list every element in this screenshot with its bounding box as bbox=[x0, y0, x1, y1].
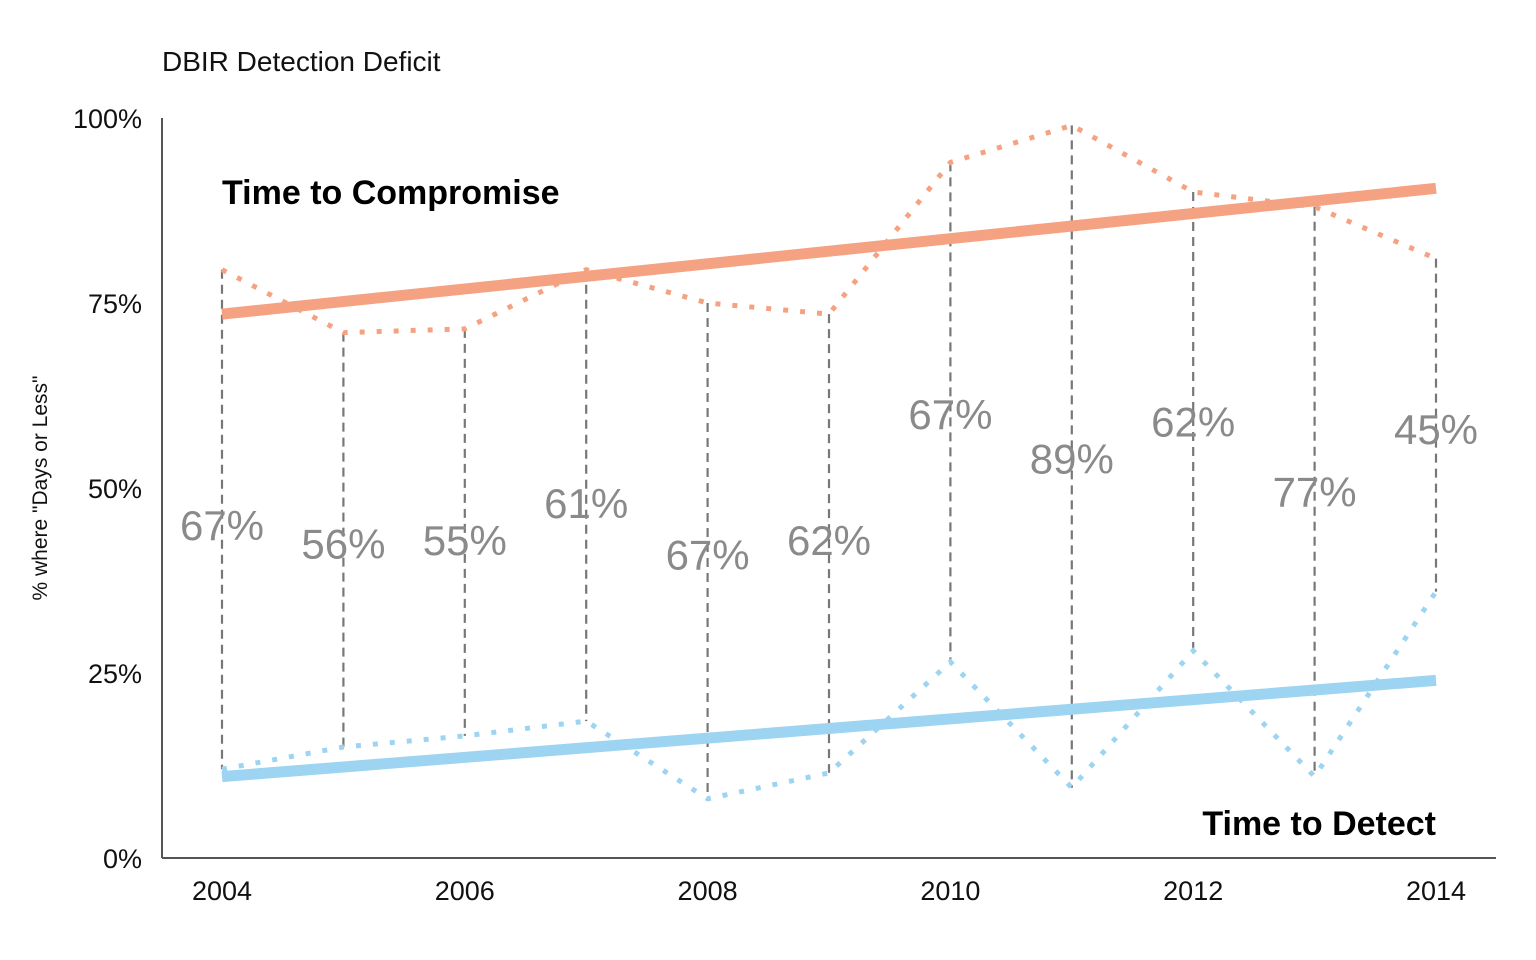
x-tick-label: 2008 bbox=[678, 876, 738, 906]
chart-title: DBIR Detection Deficit bbox=[162, 46, 441, 77]
y-ticks: 0% 25% 50% 75% 100% bbox=[73, 104, 142, 874]
y-tick-label: 25% bbox=[88, 659, 142, 689]
gap-label: 89% bbox=[1030, 435, 1114, 482]
gap-label: 67% bbox=[908, 391, 992, 438]
series-line bbox=[221, 590, 1439, 802]
gap-label: 77% bbox=[1273, 469, 1357, 516]
y-tick-label: 50% bbox=[88, 474, 142, 504]
y-tick-label: 0% bbox=[103, 844, 142, 874]
x-tick-label: 2006 bbox=[435, 876, 495, 906]
trend-line bbox=[221, 182, 1437, 320]
trend-lines bbox=[221, 182, 1437, 783]
x-tick-label: 2010 bbox=[920, 876, 980, 906]
gap-label: 62% bbox=[787, 517, 871, 564]
x-tick-label: 2004 bbox=[192, 876, 252, 906]
series-label-detect: Time to Detect bbox=[1202, 805, 1436, 843]
axes bbox=[161, 118, 1496, 859]
gap-label: 55% bbox=[423, 517, 507, 564]
gap-label: 62% bbox=[1151, 398, 1235, 445]
y-tick-label: 75% bbox=[88, 289, 142, 319]
x-ticks: 2004 2006 2008 2010 2012 2014 bbox=[192, 876, 1466, 906]
y-tick-label: 100% bbox=[73, 104, 142, 134]
gap-label: 67% bbox=[666, 532, 750, 579]
y-axis-label: % where "Days or Less" bbox=[29, 376, 52, 601]
series-label-compromise: Time to Compromise bbox=[222, 174, 560, 212]
gap-lines bbox=[220, 125, 1438, 799]
gap-label: 61% bbox=[544, 480, 628, 527]
x-tick-label: 2012 bbox=[1163, 876, 1223, 906]
gap-label: 56% bbox=[301, 521, 385, 568]
series-line bbox=[220, 122, 1437, 336]
gap-label: 67% bbox=[180, 502, 264, 549]
x-tick-label: 2014 bbox=[1406, 876, 1466, 906]
series-lines bbox=[220, 122, 1439, 802]
trend-line bbox=[221, 674, 1437, 783]
gap-labels: 67% 56% 55% 61% 67% 62% 67% 89% 62% 77% 45% bbox=[180, 391, 1478, 579]
gap-label: 45% bbox=[1394, 406, 1478, 453]
